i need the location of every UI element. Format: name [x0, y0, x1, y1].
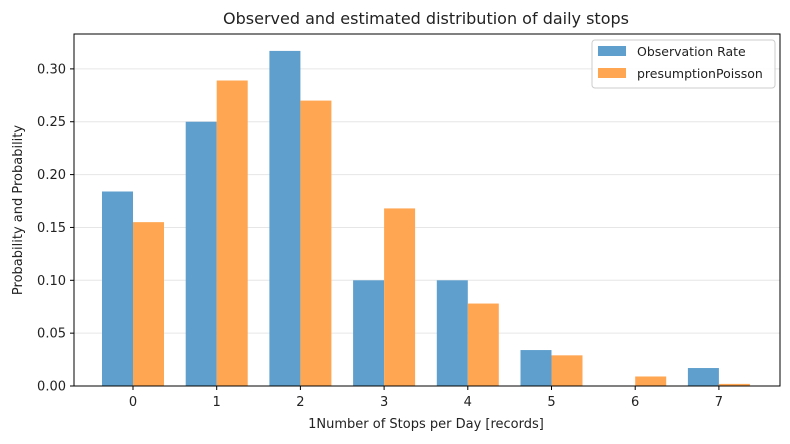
y-tick-label: 0.15	[37, 221, 66, 236]
bar-observation-rate-4	[436, 280, 468, 386]
x-axis-ticks: 0 1 2 3 4 5 6 7	[129, 386, 723, 410]
bar-presumption-poisson-2	[300, 100, 332, 386]
plot-frame	[73, 33, 781, 387]
chart-title: Observed and estimated distribution of d…	[223, 9, 629, 28]
legend-swatch-observation-rate	[598, 46, 626, 56]
bar-observation-rate-3	[353, 280, 385, 386]
y-tick-label: 0.20	[37, 168, 66, 183]
legend-label-observation-rate: Observation Rate	[637, 44, 746, 59]
bar-observation-rate-1	[185, 121, 217, 387]
x-axis-label: 1Number of Stops per Day [records]	[308, 417, 544, 432]
gridlines	[74, 68, 780, 387]
y-tick-label: 0.10	[37, 274, 66, 289]
legend-box	[591, 39, 776, 89]
bar-presumption-poisson-1	[216, 80, 248, 387]
bar-observation-rate-0	[102, 191, 133, 386]
y-tick-label: 0.05	[37, 327, 66, 342]
y-tick-label: 0.00	[37, 380, 66, 395]
x-tick-label: 7	[715, 395, 723, 410]
y-tick-label: 0.25	[37, 115, 66, 130]
legend: Observation Rate presumptionPoisson	[591, 39, 776, 89]
bar-presumption-poisson-0	[133, 222, 164, 386]
x-tick-label: 3	[380, 395, 388, 410]
bar-observation-rate-5	[520, 350, 552, 386]
bar-presumption-poisson-4	[467, 303, 499, 386]
y-axis-ticks: 0.00 0.05 0.10 0.15 0.20 0.25 0.30	[37, 62, 74, 395]
bar-presumption-poisson-6	[635, 376, 667, 386]
bars	[102, 50, 750, 387]
bar-presumption-poisson-5	[551, 355, 583, 386]
x-tick-label: 6	[631, 395, 639, 410]
y-axis-label: Probability and Probability	[11, 125, 26, 295]
legend-label-presumption-poisson: presumptionPoisson	[637, 66, 763, 81]
bar-presumption-poisson-3	[384, 208, 416, 386]
bar-presumption-poisson-7	[718, 383, 750, 386]
x-tick-label: 2	[296, 395, 304, 410]
x-tick-label: 0	[129, 395, 137, 410]
x-tick-label: 4	[464, 395, 472, 410]
y-tick-label: 0.30	[37, 62, 66, 77]
x-tick-label: 5	[547, 395, 555, 410]
bar-observation-rate-7	[687, 368, 719, 386]
x-tick-label: 1	[213, 395, 221, 410]
bar-observation-rate-2	[269, 50, 301, 387]
legend-swatch-presumption-poisson	[598, 68, 626, 78]
